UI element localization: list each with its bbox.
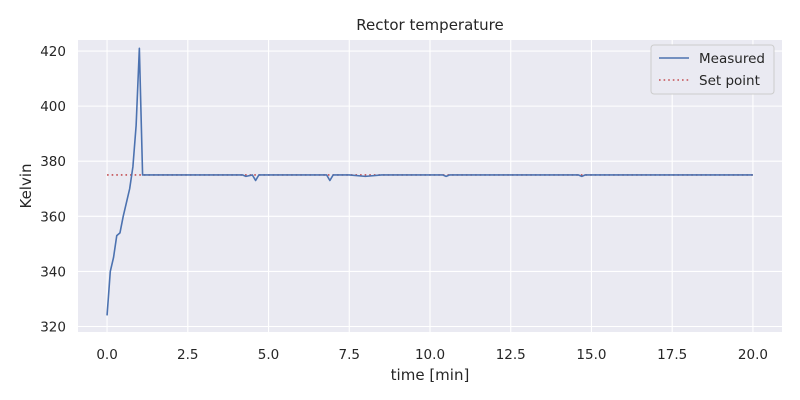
y-tick-label: 320 <box>40 319 66 335</box>
y-axis-ticks: 320 340 360 380 400 420 <box>40 44 66 335</box>
legend-label-measured: Measured <box>699 51 765 67</box>
x-tick-label: 12.5 <box>496 347 526 363</box>
x-tick-label: 17.5 <box>657 347 687 363</box>
legend-label-set-point: Set point <box>699 73 760 89</box>
y-tick-label: 360 <box>40 209 66 225</box>
x-tick-label: 0.0 <box>96 347 117 363</box>
series-line-measured <box>106 47 753 316</box>
y-tick-label: 380 <box>40 154 66 170</box>
legend: Measured Set point <box>650 44 775 95</box>
x-tick-label: 5.0 <box>258 347 279 363</box>
y-tick-label: 340 <box>40 264 66 280</box>
x-axis-ticks: 0.0 2.5 5.0 7.5 10.0 12.5 15.0 17.5 20.0 <box>96 347 768 363</box>
x-tick-label: 2.5 <box>177 347 198 363</box>
y-tick-label: 400 <box>40 99 66 115</box>
y-axis-label: Kelvin <box>17 163 35 208</box>
x-tick-label: 10.0 <box>415 347 445 363</box>
x-axis-label: time [min] <box>391 366 470 384</box>
y-tick-label: 420 <box>40 44 66 60</box>
data-series <box>106 47 753 316</box>
x-tick-label: 15.0 <box>576 347 606 363</box>
x-tick-label: 7.5 <box>339 347 360 363</box>
x-tick-label: 20.0 <box>738 347 768 363</box>
chart-title: Rector temperature <box>356 16 504 34</box>
